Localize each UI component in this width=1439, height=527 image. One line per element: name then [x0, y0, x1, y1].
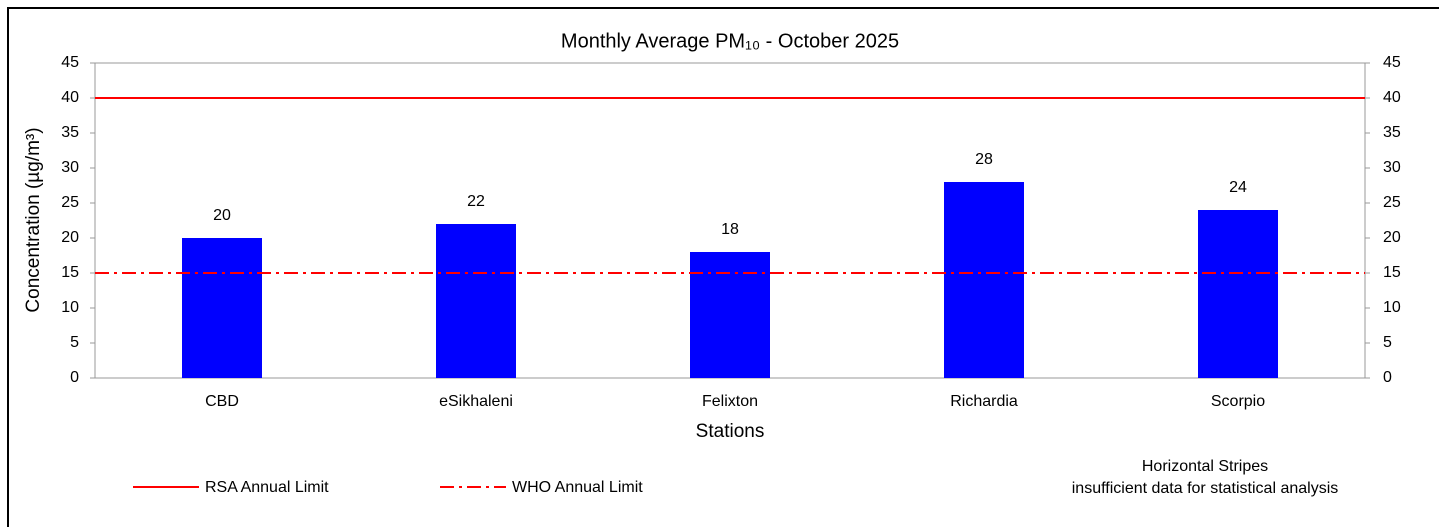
value-label: 18 — [721, 221, 739, 238]
x-tick-label: CBD — [205, 393, 239, 410]
y2-tick-label: 30 — [1383, 159, 1401, 176]
value-label: 20 — [213, 207, 231, 224]
y-tick-label: 45 — [61, 54, 79, 71]
legend-label: WHO Annual Limit — [512, 479, 643, 496]
value-label: 24 — [1229, 179, 1247, 196]
y2-tick-label: 40 — [1383, 89, 1401, 106]
y-tick-label: 20 — [61, 229, 79, 246]
y2-tick-label: 0 — [1383, 369, 1392, 386]
y-tick-label: 25 — [61, 194, 79, 211]
value-label: 22 — [467, 193, 485, 210]
x-tick-label: Felixton — [702, 393, 758, 410]
y-tick-label: 40 — [61, 89, 79, 106]
y-tick-label: 35 — [61, 124, 79, 141]
y2-tick-label: 35 — [1383, 124, 1401, 141]
y-axis-label: Concentration (µg/m³) — [23, 127, 44, 312]
y-tick-label: 10 — [61, 299, 79, 316]
annotation: Horizontal Stripes — [1142, 458, 1268, 475]
bar — [690, 252, 770, 378]
y-tick-label: 15 — [61, 264, 79, 281]
x-axis-label: Stations — [696, 421, 765, 442]
y2-tick-label: 10 — [1383, 299, 1401, 316]
legend-label: RSA Annual Limit — [205, 479, 329, 496]
x-tick-label: Scorpio — [1211, 393, 1265, 410]
y2-tick-label: 20 — [1383, 229, 1401, 246]
y-tick-label: 5 — [70, 334, 79, 351]
bar — [1198, 210, 1278, 378]
annotation: insufficient data for statistical analys… — [1072, 480, 1339, 497]
x-tick-label: eSikhaleni — [439, 393, 513, 410]
y2-tick-label: 5 — [1383, 334, 1392, 351]
y-tick-label: 30 — [61, 159, 79, 176]
bar — [944, 182, 1024, 378]
x-tick-label: Richardia — [950, 393, 1018, 410]
y2-tick-label: 15 — [1383, 264, 1401, 281]
y2-tick-label: 45 — [1383, 54, 1401, 71]
y-tick-label: 0 — [70, 369, 79, 386]
chart-title: Monthly Average PM₁₀ - October 2025 — [561, 30, 899, 52]
y2-tick-label: 25 — [1383, 194, 1401, 211]
value-label: 28 — [975, 151, 993, 168]
bar — [182, 238, 262, 378]
bar — [436, 224, 516, 378]
